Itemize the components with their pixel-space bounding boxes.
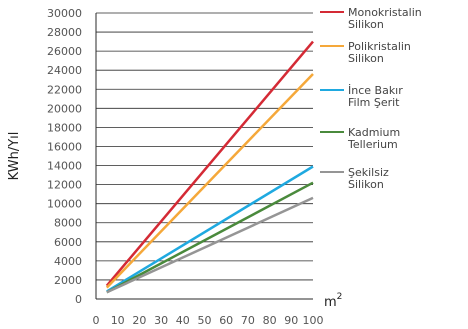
y-tick-label: 22000 [47, 83, 82, 96]
x-tick-label: 90 [284, 314, 298, 327]
legend-label: Kadmium [348, 126, 400, 139]
x-axis-title: m2 [324, 292, 342, 310]
x-tick-label: 0 [93, 314, 100, 327]
y-tick-label: 28000 [47, 26, 82, 39]
y-tick-label: 10000 [47, 198, 82, 211]
x-tick-label: 50 [198, 314, 212, 327]
series-line [105, 40, 314, 287]
y-tick-label: 30000 [47, 7, 82, 20]
y-tick-label: 20000 [47, 102, 82, 115]
y-tick-label: 16000 [47, 140, 82, 153]
y-tick-label: 14000 [47, 160, 82, 173]
series-line [106, 196, 314, 294]
legend-label: Film Şerit [348, 96, 400, 109]
legend-label: Silikon [348, 178, 384, 191]
legend: MonokristalinSilikonPolikristalinSilikon… [320, 6, 422, 191]
x-axis-title-base: m [324, 295, 337, 310]
y-axis-title: KWh/Yıl [7, 132, 22, 181]
y-tick-label: 12000 [47, 179, 82, 192]
legend-label: Silikon [348, 18, 384, 31]
y-tick-label: 4000 [54, 255, 82, 268]
legend-label: Tellerium [347, 138, 398, 151]
legend-label: İnce Bakır [348, 84, 403, 97]
y-tick-label: 26000 [47, 45, 82, 58]
series-line [106, 165, 314, 293]
x-tick-label: 80 [263, 314, 277, 327]
x-axis-ticks: 0 10 20 30 40 50 60 70 80 90 100 [93, 314, 324, 327]
x-tick-label: 20 [132, 314, 146, 327]
y-tick-label: 8000 [54, 217, 82, 230]
legend-label: Monokristalin [348, 6, 422, 19]
x-tick-label: 70 [241, 314, 255, 327]
series-line [105, 73, 314, 289]
y-tick-label: 2000 [54, 274, 82, 287]
legend-label: Polikristalin [348, 40, 411, 53]
grid-lines [96, 12, 313, 300]
y-axis-ticks: 0 2000 4000 6000 8000 10000 12000 14000 16000 180… [47, 7, 82, 306]
x-tick-label: 60 [219, 314, 233, 327]
x-tick-label: 40 [176, 314, 190, 327]
x-tick-label: 100 [303, 314, 324, 327]
y-tick-label: 24000 [47, 64, 82, 77]
y-tick-label: 18000 [47, 121, 82, 134]
x-axis-title-exponent: 2 [337, 292, 343, 302]
legend-label: Şekilsiz [348, 166, 389, 179]
series-lines [105, 40, 314, 294]
series-line [106, 181, 314, 294]
axes [95, 13, 313, 300]
y-tick-label: 0 [75, 293, 82, 306]
y-tick-label: 6000 [54, 236, 82, 249]
x-tick-label: 10 [111, 314, 125, 327]
x-tick-label: 30 [154, 314, 168, 327]
legend-label: Silikon [348, 52, 384, 65]
